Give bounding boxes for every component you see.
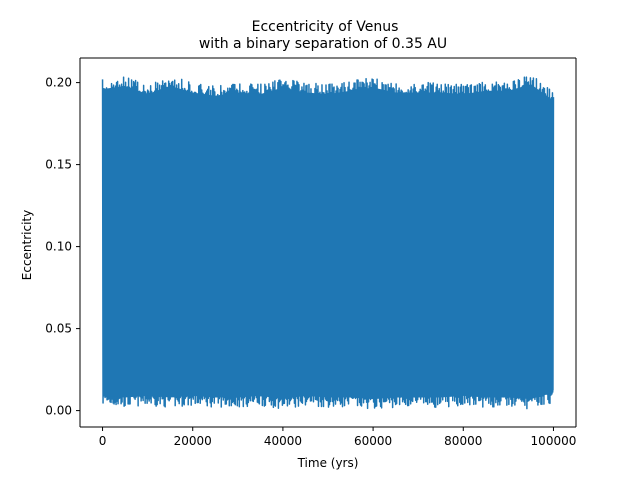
- y-tick-label: 0.00: [45, 404, 72, 418]
- x-axis-label: Time (yrs): [297, 456, 359, 470]
- chart-subtitle: with a binary separation of 0.35 AU: [199, 36, 447, 52]
- x-tick-label: 40000: [264, 434, 302, 448]
- y-tick-label: 0.20: [45, 76, 72, 90]
- x-tick-label: 100000: [531, 434, 577, 448]
- y-tick-label: 0.10: [45, 240, 72, 254]
- series-band: [102, 84, 554, 400]
- chart-title: Eccentricity of Venus: [252, 19, 399, 35]
- ticks-layer: 0 20000 40000 60000 80000 100000 0.00 0.05 0.10 0…: [45, 76, 576, 448]
- y-axis-label: Eccentricity: [20, 210, 34, 280]
- x-tick-label: 80000: [444, 434, 482, 448]
- axes-layer: [79, 57, 577, 428]
- y-tick-label: 0.15: [45, 158, 72, 172]
- series-layer: [101, 76, 555, 410]
- x-tick-label: 0: [99, 434, 107, 448]
- y-tick-label: 0.05: [45, 322, 72, 336]
- x-tick-label: 60000: [354, 434, 392, 448]
- x-tick-label: 20000: [174, 434, 212, 448]
